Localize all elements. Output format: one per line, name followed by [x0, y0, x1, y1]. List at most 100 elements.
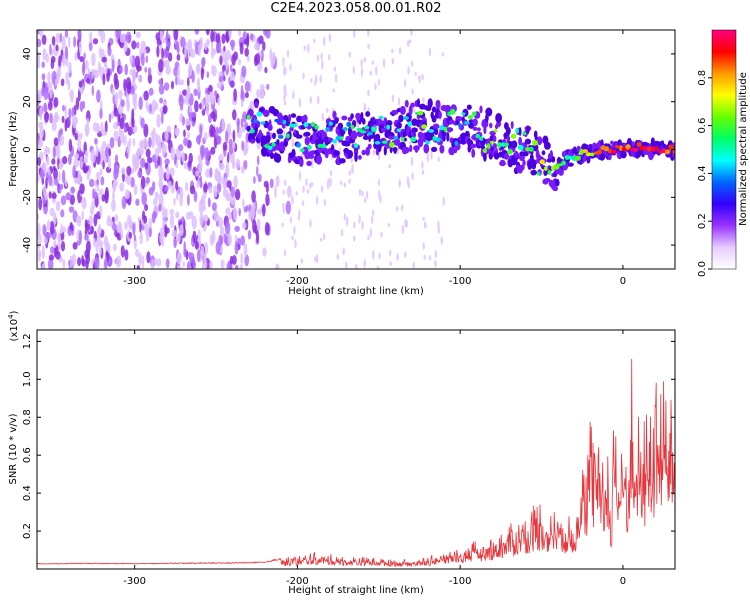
ridge-halo [492, 143, 498, 149]
noise-blob [93, 237, 96, 248]
noise-blob [199, 103, 202, 110]
noise-blob [418, 75, 421, 84]
noise-blob [141, 255, 145, 269]
colorbar-tick-label: 0.6 [697, 118, 708, 134]
ridge-halo [365, 111, 371, 117]
noise-blob [37, 222, 41, 236]
noise-blob [113, 107, 119, 117]
noise-blob [200, 245, 205, 257]
noise-blob [127, 126, 133, 136]
noise-blob [177, 65, 181, 78]
noise-blob [193, 260, 197, 269]
noise-blob [118, 89, 123, 100]
noise-blob [149, 103, 152, 114]
noise-blob [309, 219, 312, 228]
noise-blob [367, 43, 370, 50]
ridge-point [461, 112, 466, 116]
y-tick-label: 0 [22, 146, 33, 152]
ridge-point [603, 146, 610, 152]
noise-blob [55, 44, 59, 52]
noise-blob [77, 170, 82, 181]
noise-blob [111, 199, 116, 212]
ridge-halo [499, 159, 506, 165]
noise-blob [298, 170, 302, 181]
noise-blob [221, 178, 225, 185]
ridge-halo [472, 126, 478, 131]
noise-blob [48, 254, 55, 261]
noise-blob [286, 49, 290, 58]
ridge-halo [523, 151, 529, 157]
noise-blob [109, 137, 115, 149]
noise-blob [355, 264, 358, 269]
ridge-halo [306, 160, 312, 167]
noise-blob [424, 222, 427, 228]
ridge-halo [296, 134, 303, 139]
noise-blob [350, 157, 353, 164]
noise-blob [230, 186, 235, 198]
noise-blob [213, 209, 219, 222]
noise-blob [125, 93, 130, 106]
noise-blob [132, 137, 136, 147]
noise-blob [98, 30, 103, 37]
noise-blob [232, 140, 236, 150]
noise-blob [283, 249, 287, 257]
noise-blob [293, 225, 296, 235]
noise-blob [374, 83, 377, 91]
noise-blob [46, 232, 52, 239]
colorbar: 0.0 0.2 0.4 0.6 0.8 Normalized spectral ampl… [697, 29, 749, 277]
ridge-point [246, 114, 251, 120]
noise-blob [77, 137, 82, 152]
noise-blob [84, 233, 89, 241]
ridge-point [590, 152, 595, 157]
ridge-halo [511, 140, 518, 149]
ridge-point [325, 127, 330, 132]
noise-blob [99, 108, 103, 120]
noise-blob [139, 146, 144, 156]
noise-blob [148, 186, 154, 196]
noise-blob [387, 223, 390, 227]
noise-blob [181, 151, 185, 163]
noise-blob [70, 89, 74, 103]
noise-blob [83, 52, 86, 61]
noise-blob [113, 130, 119, 142]
noise-blob [225, 207, 231, 215]
spectrogram-y-label: Frequency (Hz) [8, 111, 19, 187]
noise-blob [158, 143, 162, 154]
noise-blob [282, 189, 285, 195]
noise-blob [96, 89, 101, 103]
ridge-halo [358, 155, 362, 160]
noise-blob [352, 65, 355, 74]
noise-blob [367, 235, 370, 241]
noise-blob [105, 62, 108, 75]
ridge-halo [246, 125, 251, 132]
noise-blob [147, 72, 152, 84]
noise-blob [37, 233, 42, 246]
ridge-halo [470, 143, 477, 149]
noise-blob [145, 176, 151, 184]
noise-blob [170, 80, 175, 90]
noise-blob [256, 88, 261, 99]
ridge-point [428, 129, 435, 133]
noise-blob [79, 56, 84, 63]
noise-blob [85, 150, 89, 158]
ridge-halo [303, 131, 311, 137]
noise-blob [188, 62, 193, 77]
ridge-halo [410, 102, 415, 108]
ridge-point [393, 135, 398, 141]
noise-blob [259, 89, 265, 99]
ridge-halo [312, 131, 318, 140]
noise-blob [128, 231, 133, 239]
noise-blob [263, 180, 269, 188]
noise-blob [264, 66, 268, 74]
noise-blob [215, 33, 221, 44]
noise-blob [367, 89, 370, 97]
ridge-halo [489, 122, 493, 129]
ridge-halo [340, 131, 344, 138]
ridge-halo [276, 139, 280, 146]
noise-blob [135, 31, 141, 38]
noise-blob [70, 186, 75, 194]
noise-blob [361, 221, 364, 230]
noise-blob [95, 144, 99, 158]
noise-blob [216, 82, 222, 89]
noise-blob [115, 255, 122, 268]
